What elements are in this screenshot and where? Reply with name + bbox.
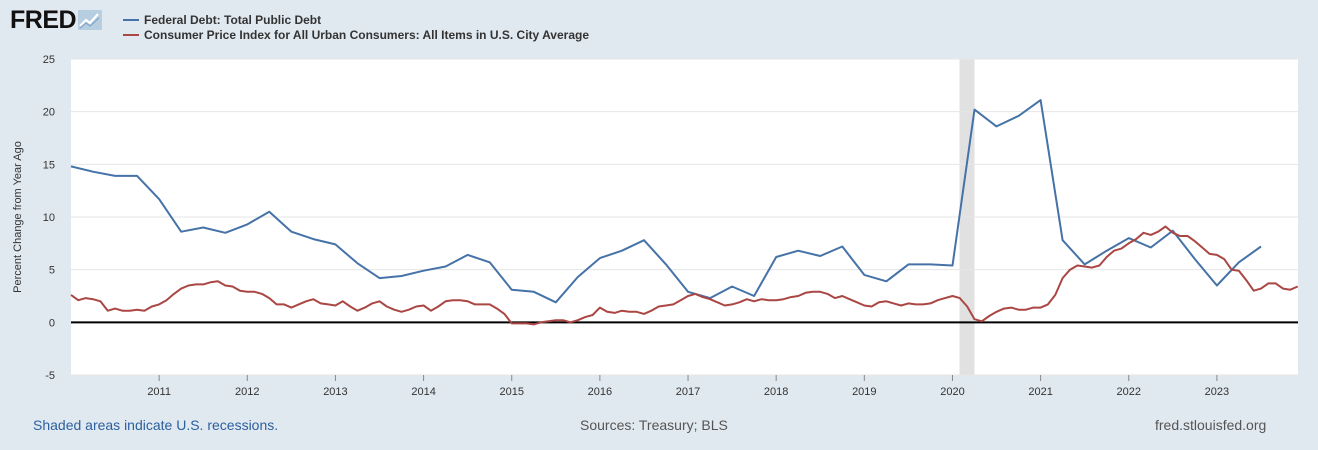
- x-tick-label: 2017: [676, 386, 700, 398]
- x-tick-label: 2016: [588, 386, 612, 398]
- site-link[interactable]: fred.stlouisfed.org: [1155, 417, 1267, 433]
- y-tick-label: 20: [43, 107, 55, 119]
- x-tick-label: 2020: [940, 386, 964, 398]
- recession-note-link[interactable]: Shaded areas indicate U.S. recessions.: [33, 417, 279, 433]
- legend-item-cpi[interactable]: Consumer Price Index for All Urban Consu…: [123, 27, 589, 42]
- x-tick-label: 2018: [764, 386, 788, 398]
- legend-item-federal-debt[interactable]: Federal Debt: Total Public Debt: [123, 12, 589, 27]
- chart-legend: Federal Debt: Total Public Debt Consumer…: [123, 12, 589, 42]
- grid-layer: [71, 58, 1298, 376]
- fred-logo[interactable]: FRED: [10, 6, 103, 34]
- x-tick-label: 2019: [852, 386, 876, 398]
- y-tick-label: 15: [43, 159, 55, 171]
- y-axis-label: Percent Change from Year Ago: [12, 141, 24, 293]
- series-layer: [70, 99, 1299, 326]
- legend-swatch-federal-debt: [123, 19, 139, 21]
- legend-swatch-cpi: [123, 34, 139, 36]
- y-tick-label: 0: [49, 317, 55, 329]
- legend-label-cpi: Consumer Price Index for All Urban Consu…: [144, 27, 589, 42]
- series-line-cpi[interactable]: [70, 225, 1299, 326]
- sources-text: Sources: Treasury; BLS: [580, 417, 728, 433]
- chart-header: FRED Federal Debt: Total Public Debt Con…: [0, 0, 1318, 50]
- x-tick-label: 2011: [147, 386, 171, 398]
- y-tick-label: 25: [43, 54, 55, 66]
- y-tick-label: 10: [43, 212, 55, 224]
- x-tick-label: 2014: [411, 386, 435, 398]
- x-tick-label: 2015: [499, 386, 523, 398]
- logo-text: FRED: [10, 6, 77, 34]
- x-tick-label: 2022: [1117, 386, 1141, 398]
- series-line-federal-debt[interactable]: [70, 99, 1262, 304]
- y-tick-label: 5: [49, 265, 55, 277]
- x-tick-label: 2012: [235, 386, 259, 398]
- chart-line-icon: [78, 10, 103, 30]
- legend-label-federal-debt: Federal Debt: Total Public Debt: [144, 12, 322, 27]
- x-axis-ticks: 2011 2012 2013 2014 2015 2016 2017 2018 2019 2020…: [147, 375, 1229, 398]
- x-tick-label: 2023: [1205, 386, 1229, 398]
- x-tick-label: 2013: [323, 386, 347, 398]
- y-tick-label: -5: [45, 370, 55, 382]
- x-tick-label: 2021: [1028, 386, 1052, 398]
- y-axis-ticks: 25 20 15 10 5 0 -5: [43, 54, 55, 382]
